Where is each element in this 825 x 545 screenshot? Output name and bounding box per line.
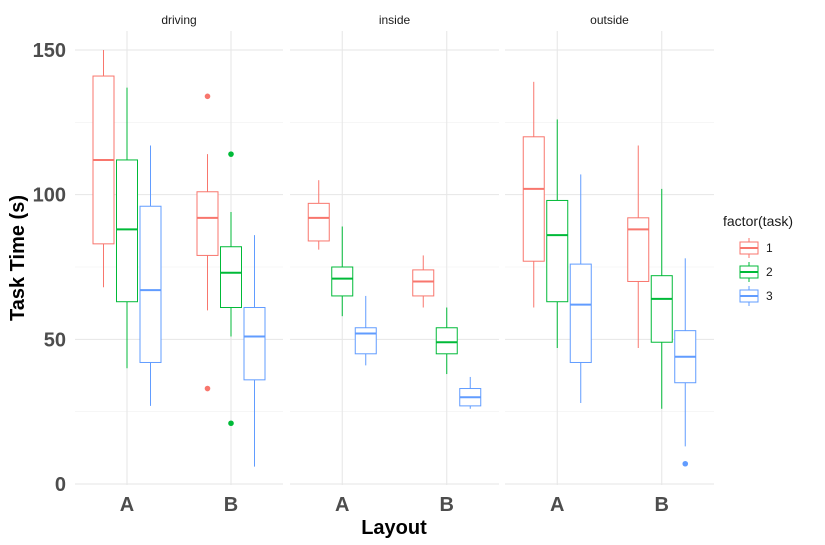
x-tick-label: A xyxy=(120,494,134,516)
box-body xyxy=(627,217,650,282)
x-tick-label: B xyxy=(224,494,238,516)
x-tick-label: B xyxy=(440,494,454,516)
box-body xyxy=(522,136,545,262)
box-outside-A-task3 xyxy=(569,174,592,403)
legend-item-1: 1 xyxy=(739,238,773,258)
x-axis-title: Layout xyxy=(361,517,427,539)
box-body xyxy=(650,275,673,343)
box-outside-B-task3 xyxy=(674,258,697,467)
grid xyxy=(75,31,714,485)
box-body xyxy=(412,269,435,297)
box-driving-A-task1 xyxy=(92,50,115,288)
box-body xyxy=(243,307,266,381)
y-tick-label: 100 xyxy=(33,185,66,207)
box-body xyxy=(139,205,162,363)
x-tick-label: A xyxy=(335,494,349,516)
legend: factor(task) 1 2 3 xyxy=(723,213,793,306)
legend-item-2: 2 xyxy=(739,262,773,282)
panel-label-inside: inside xyxy=(379,13,411,27)
box-driving-A-task3 xyxy=(139,145,162,406)
outlier-point xyxy=(204,93,211,100)
box-inside-A-task2 xyxy=(331,226,354,317)
y-tick-label: 150 xyxy=(33,40,66,62)
y-tick-label: 50 xyxy=(44,329,66,351)
box-outside-B-task1 xyxy=(627,145,650,349)
panel-label-outside: outside xyxy=(590,13,629,27)
box-outside-B-task2 xyxy=(650,188,673,409)
legend-label: 2 xyxy=(766,265,773,279)
legend-item-3: 3 xyxy=(739,286,773,306)
box-driving-B-task2 xyxy=(220,151,242,427)
box-inside-B-task3 xyxy=(459,376,482,409)
box-body xyxy=(196,191,219,256)
box-inside-B-task1 xyxy=(412,255,435,308)
box-outside-A-task2 xyxy=(546,119,569,349)
box-inside-A-task1 xyxy=(307,180,330,250)
box-driving-B-task1 xyxy=(196,93,219,392)
panel-label-driving: driving xyxy=(161,13,196,27)
box-driving-B-task3 xyxy=(243,235,266,467)
box-body xyxy=(569,263,592,363)
box-body xyxy=(116,159,138,303)
box-inside-A-task3 xyxy=(354,295,377,366)
box-body xyxy=(435,327,458,355)
legend-label: 1 xyxy=(766,241,773,255)
outlier-point xyxy=(204,385,211,392)
x-tick-label: A xyxy=(550,494,564,516)
y-axis-title: Task Time (s) xyxy=(7,195,29,321)
outlier-point xyxy=(228,420,234,427)
box-body xyxy=(307,202,330,242)
legend-label: 3 xyxy=(766,289,773,303)
boxplots xyxy=(92,50,697,467)
box-driving-A-task2 xyxy=(116,87,138,369)
box-body xyxy=(354,327,377,355)
box-outside-A-task1 xyxy=(522,81,545,308)
legend-title: factor(task) xyxy=(723,213,793,229)
box-inside-B-task2 xyxy=(435,307,458,375)
outlier-point xyxy=(228,151,234,157)
y-axis: 0 50 100 150 xyxy=(33,40,66,496)
box-body xyxy=(546,199,569,303)
x-tick-label: B xyxy=(655,494,669,516)
y-tick-label: 0 xyxy=(55,474,66,496)
box-body xyxy=(331,266,354,297)
outlier-point xyxy=(682,460,689,467)
box-body xyxy=(220,246,242,309)
panel-strips: driving inside outside xyxy=(161,13,629,27)
